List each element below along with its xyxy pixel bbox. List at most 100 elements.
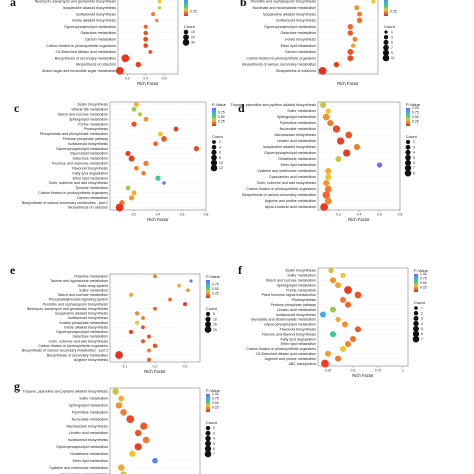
- data-point: [140, 339, 146, 344]
- category-label: Arginine biosynthesis: [74, 358, 108, 362]
- data-point: [334, 355, 342, 362]
- size-legend-dot: [212, 140, 216, 144]
- x-tick-label: 0.1: [123, 365, 128, 369]
- size-legend-dot: [382, 54, 390, 62]
- x-tick-label: 1: [402, 369, 404, 373]
- panel-letter: g: [14, 379, 20, 393]
- size-legend-value: 1: [421, 306, 423, 310]
- data-point: [128, 195, 135, 201]
- size-legend-value: 5: [391, 41, 393, 45]
- category-label: Arginine and proline metabolism: [265, 199, 316, 203]
- size-legend-value: 4: [219, 145, 221, 149]
- size-legend-dot: [205, 316, 211, 322]
- data-point: [347, 55, 354, 62]
- color-legend-tick: 1.00: [420, 272, 427, 276]
- data-point: [153, 141, 159, 147]
- data-point: [322, 191, 330, 199]
- category-label: Arginine and proline metabolism: [265, 357, 316, 361]
- category-label: Tropane, piperidine and pyridine alkaloi…: [23, 390, 109, 394]
- category-label: Glycerophospholipid metabolism: [264, 151, 316, 155]
- category-label: Sulfur metabolism: [79, 288, 108, 292]
- category-label: Ether lipid metabolism: [73, 459, 108, 463]
- x-tick-label: 0.2: [125, 77, 130, 81]
- x-axis-label: Rich Factor: [147, 217, 169, 222]
- category-label: Glycerophospholipid metabolism: [264, 25, 316, 29]
- category-label: Pentose phosphate pathway: [63, 137, 109, 141]
- size-legend-title: Count: [184, 24, 196, 29]
- data-point: [325, 108, 331, 114]
- plot-frame: [317, 101, 401, 211]
- size-legend-value: 10: [191, 30, 195, 34]
- data-point: [128, 292, 134, 297]
- category-label: Pentose phosphate pathway: [271, 303, 317, 307]
- category-label: Glycerolipid metabolism: [70, 152, 108, 156]
- category-label: Isoflavonoid biosynthesis: [76, 12, 116, 16]
- size-legend-value: 15: [213, 323, 217, 327]
- category-label: Isoflavonoid biosynthesis: [276, 313, 316, 317]
- size-legend-value: 7: [213, 452, 215, 456]
- category-label: Sphingolipid metabolism: [277, 115, 316, 119]
- size-legend-dot: [405, 159, 411, 166]
- category-label: Purine metabolism: [286, 288, 316, 292]
- data-point: [161, 135, 167, 142]
- panel-letter: d: [238, 101, 245, 115]
- size-legend-value: 12: [219, 166, 223, 170]
- data-point: [349, 336, 357, 343]
- data-point: [141, 316, 145, 320]
- data-point: [321, 359, 329, 368]
- size-legend-dot: [405, 144, 411, 150]
- category-label: C5-Branched dibasic acid metabolism: [256, 352, 316, 356]
- data-point: [129, 450, 136, 457]
- color-legend-tick: 0.75: [218, 111, 225, 115]
- category-label: Biosynthesis of various secondary metabo…: [22, 349, 108, 353]
- size-legend-value: 5: [413, 156, 415, 160]
- size-legend-value: 3: [413, 145, 415, 149]
- data-point: [140, 422, 148, 430]
- data-point: [118, 464, 125, 471]
- category-label: Indole alkaloid biosynthesis: [72, 19, 116, 23]
- size-legend-value: 6: [219, 151, 221, 155]
- size-legend-value: 8: [219, 156, 221, 160]
- category-label: Galactose metabolism: [280, 31, 316, 35]
- data-point: [146, 348, 152, 353]
- category-label: Fatty acid degradation: [280, 337, 316, 341]
- data-point: [125, 185, 131, 191]
- data-point: [339, 296, 347, 303]
- x-axis-label: Rich Factor: [337, 81, 359, 86]
- size-legend-value: 20: [191, 35, 195, 39]
- category-label: Phosphatidylinositol signaling system: [49, 298, 108, 302]
- category-label: Indole alkaloid biosynthesis: [64, 325, 108, 329]
- data-point: [350, 43, 356, 48]
- category-label: Carbon metabolism: [85, 38, 116, 42]
- size-legend-value: 3: [213, 431, 215, 435]
- data-point: [115, 351, 123, 359]
- size-legend-dot: [412, 335, 420, 343]
- category-label: Zeatin biosynthesis: [285, 269, 316, 273]
- size-legend-value: 4: [213, 437, 215, 441]
- x-tick-label: 0.6: [162, 77, 167, 81]
- category-label: Biosynthesis of various secondary metabo…: [242, 63, 316, 67]
- data-point: [116, 67, 124, 75]
- size-legend-dot: [204, 326, 212, 333]
- size-legend-dot: [211, 144, 217, 150]
- data-point: [128, 329, 134, 334]
- category-label: Carbon fixation in photosynthetic organi…: [246, 347, 316, 351]
- data-point: [353, 143, 360, 151]
- size-legend-dot: [404, 164, 412, 172]
- size-legend-dot: [405, 149, 411, 155]
- color-legend-bar: [206, 280, 210, 298]
- category-label: Isoflavonoid biosynthesis: [276, 19, 316, 23]
- size-legend-value: 7: [391, 46, 393, 50]
- size-legend-value: 5: [213, 312, 215, 316]
- category-label: Glyoxylate and dicarboxylate metabolism: [251, 318, 316, 322]
- panel-b: b Penicillin and cephalosporin biosynthes…: [240, 0, 397, 86]
- category-label: Photosynthesis: [84, 127, 109, 131]
- data-point: [323, 179, 330, 187]
- data-point: [134, 102, 139, 107]
- category-label: Flavonoid biosynthesis: [72, 166, 109, 170]
- color-legend-bar: [406, 108, 410, 126]
- category-label: Purine metabolism: [78, 122, 108, 126]
- data-point: [115, 203, 124, 212]
- category-label: Cutin, suberine and wax biosynthesis: [49, 181, 109, 185]
